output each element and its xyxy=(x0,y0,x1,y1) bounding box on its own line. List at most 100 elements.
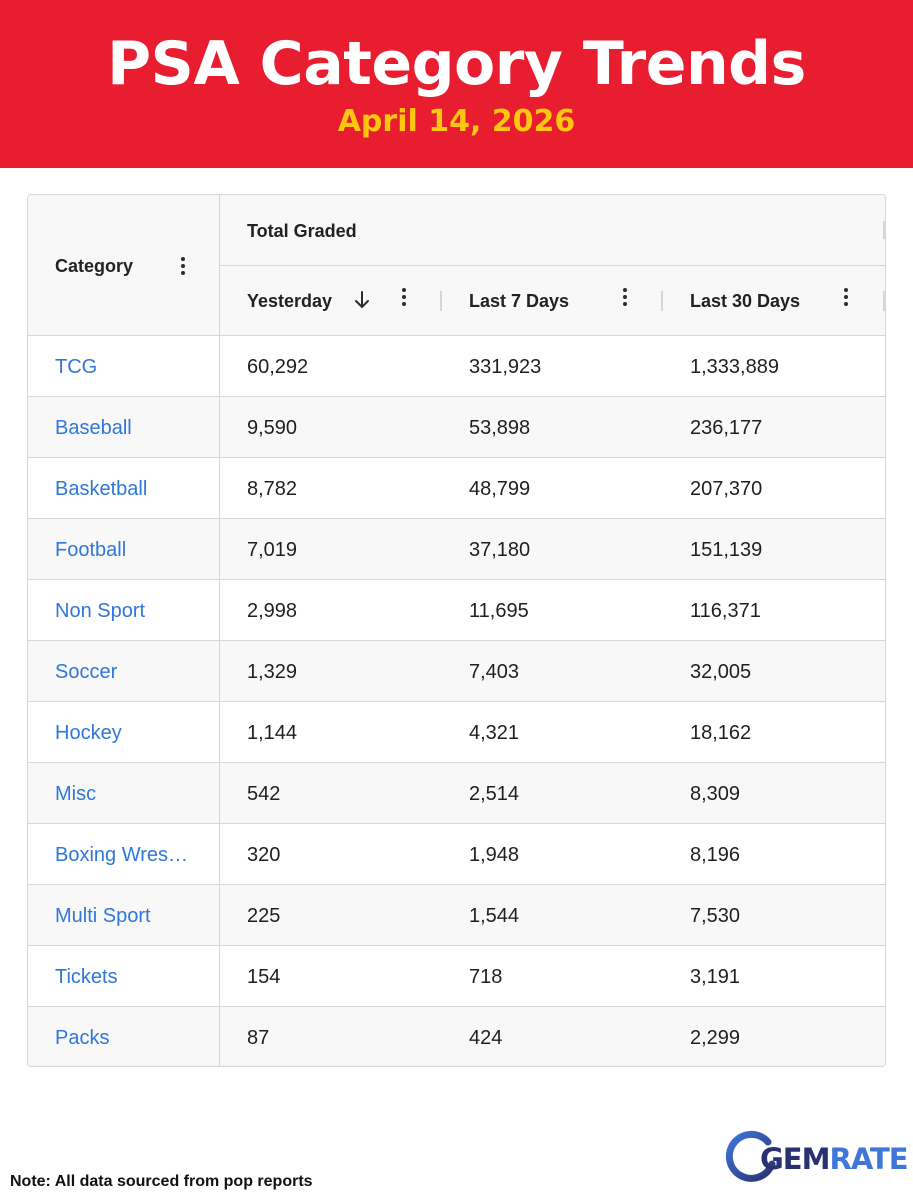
last-30-days-cell: 151,139 xyxy=(690,539,763,561)
last-7-days-cell: 424 xyxy=(469,1027,503,1049)
category-cell: Football xyxy=(28,519,220,580)
category-cell: Tickets xyxy=(28,946,220,1007)
category-cell: Multi Sport xyxy=(28,885,220,946)
last-7-days-cell: 4,321 xyxy=(469,722,520,744)
column-resize-handle[interactable] xyxy=(661,291,663,311)
report-date: April 14, 2026 xyxy=(337,104,576,139)
last-30-days-cell: 32,005 xyxy=(690,661,752,683)
column-resize-handle[interactable] xyxy=(883,221,885,239)
column-header-yesterday[interactable]: Yesterday xyxy=(220,266,442,336)
last-30-days-cell: 8,309 xyxy=(690,783,741,805)
last-30-days-cell: 207,370 xyxy=(690,478,763,500)
table-row: Basketball 8,782 48,799 207,370 xyxy=(28,458,885,519)
category-cell: Boxing Wres… xyxy=(28,824,220,885)
last-30-days-cell: 236,177 xyxy=(690,417,763,439)
table-row: Misc 542 2,514 8,309 xyxy=(28,763,885,824)
last-7-days-cell: 331,923 xyxy=(469,356,542,378)
column-resize-handle[interactable] xyxy=(440,291,442,311)
category-link[interactable]: Hockey xyxy=(55,722,122,744)
column-header-category-label: Category xyxy=(55,256,134,276)
last-7-days-column-menu-icon[interactable] xyxy=(617,287,633,307)
category-link[interactable]: Soccer xyxy=(55,661,118,683)
category-link[interactable]: TCG xyxy=(55,356,98,378)
last-7-days-cell: 2,514 xyxy=(469,783,520,805)
category-cell: TCG xyxy=(28,336,220,397)
table-row: Tickets 154 718 3,191 xyxy=(28,946,885,1007)
last-7-days-cell: 718 xyxy=(469,966,503,988)
yesterday-cell: 225 xyxy=(247,905,281,927)
category-link[interactable]: Baseball xyxy=(55,417,132,439)
last-30-days-cell: 2,299 xyxy=(690,1027,741,1049)
yesterday-cell: 1,329 xyxy=(247,661,298,683)
table-row: Football 7,019 37,180 151,139 xyxy=(28,519,885,580)
yesterday-cell: 9,590 xyxy=(247,417,298,439)
last-7-days-cell: 11,695 xyxy=(469,600,529,622)
yesterday-cell: 7,019 xyxy=(247,539,298,561)
source-note: Note: All data sourced from pop reports xyxy=(10,1173,313,1190)
last-30-days-cell: 8,196 xyxy=(690,844,741,866)
last-7-days-cell: 48,799 xyxy=(469,478,531,500)
title-banner: PSA Category Trends April 14, 2026 xyxy=(0,0,913,168)
category-link[interactable]: Non Sport xyxy=(55,600,146,622)
last-30-days-column-menu-icon[interactable] xyxy=(838,287,854,307)
column-group-total-graded: Total Graded xyxy=(220,195,885,266)
column-resize-handle[interactable] xyxy=(883,291,885,311)
column-header-last-7-days-label: Last 7 Days xyxy=(469,291,570,311)
last-30-days-cell: 18,162 xyxy=(690,722,752,744)
last-7-days-cell: 7,403 xyxy=(469,661,520,683)
table-row: Packs 87 424 2,299 xyxy=(28,1007,885,1066)
gemrate-wordmark: GEMRATE xyxy=(760,1142,909,1176)
column-header-last-30-days[interactable]: Last 30 Days xyxy=(663,266,885,336)
last-7-days-cell: 37,180 xyxy=(469,539,531,561)
page-title: PSA Category Trends xyxy=(107,29,806,99)
last-7-days-cell: 1,948 xyxy=(469,844,520,866)
category-link[interactable]: Misc xyxy=(55,783,97,805)
category-link[interactable]: Football xyxy=(55,539,127,561)
category-cell: Packs xyxy=(28,1007,220,1066)
category-trends-table: Category Total Graded Yesterday Last 7 D… xyxy=(27,194,886,1067)
last-30-days-cell: 116,371 xyxy=(690,600,761,622)
category-cell: Non Sport xyxy=(28,580,220,641)
column-header-yesterday-label: Yesterday xyxy=(247,291,333,311)
table-row: Soccer 1,329 7,403 32,005 xyxy=(28,641,885,702)
last-7-days-cell: 1,544 xyxy=(469,905,520,927)
last-30-days-cell: 3,191 xyxy=(690,966,741,988)
sort-descending-icon[interactable] xyxy=(353,289,371,311)
last-30-days-cell: 1,333,889 xyxy=(690,356,779,378)
category-link[interactable]: Basketball xyxy=(55,478,148,500)
gemrate-g-icon xyxy=(725,1130,776,1182)
category-cell: Soccer xyxy=(28,641,220,702)
yesterday-cell: 87 xyxy=(247,1027,270,1049)
yesterday-cell: 60,292 xyxy=(247,356,309,378)
yesterday-cell: 154 xyxy=(247,966,281,988)
category-link[interactable]: Packs xyxy=(55,1027,110,1049)
column-header-last-30-days-label: Last 30 Days xyxy=(690,291,801,311)
column-header-category[interactable]: Category xyxy=(28,195,220,336)
category-cell: Hockey xyxy=(28,702,220,763)
category-cell: Misc xyxy=(28,763,220,824)
category-link[interactable]: Tickets xyxy=(55,966,118,988)
yesterday-cell: 542 xyxy=(247,783,281,805)
yesterday-cell: 320 xyxy=(247,844,281,866)
last-30-days-cell: 7,530 xyxy=(690,905,741,927)
table-row: Baseball 9,590 53,898 236,177 xyxy=(28,397,885,458)
yesterday-column-menu-icon[interactable] xyxy=(396,287,412,307)
table-row: TCG 60,292 331,923 1,333,889 xyxy=(28,336,885,397)
category-cell: Basketball xyxy=(28,458,220,519)
column-group-label: Total Graded xyxy=(247,221,357,241)
yesterday-cell: 2,998 xyxy=(247,600,298,622)
table-header: Category Total Graded Yesterday Last 7 D… xyxy=(28,195,885,336)
table-row: Multi Sport 225 1,544 7,530 xyxy=(28,885,885,946)
table-row: Boxing Wres… 320 1,948 8,196 xyxy=(28,824,885,885)
yesterday-cell: 1,144 xyxy=(247,722,298,744)
category-cell: Baseball xyxy=(28,397,220,458)
table-row: Non Sport 2,998 11,695 116,371 xyxy=(28,580,885,641)
category-column-menu-icon[interactable] xyxy=(175,256,191,276)
last-7-days-cell: 53,898 xyxy=(469,417,531,439)
gemrate-logo: GEMRATE xyxy=(722,1128,909,1188)
table-row: Hockey 1,144 4,321 18,162 xyxy=(28,702,885,763)
category-link[interactable]: Multi Sport xyxy=(55,905,151,927)
category-link[interactable]: Boxing Wres… xyxy=(55,844,189,866)
yesterday-cell: 8,782 xyxy=(247,478,298,500)
column-header-last-7-days[interactable]: Last 7 Days xyxy=(442,266,663,336)
